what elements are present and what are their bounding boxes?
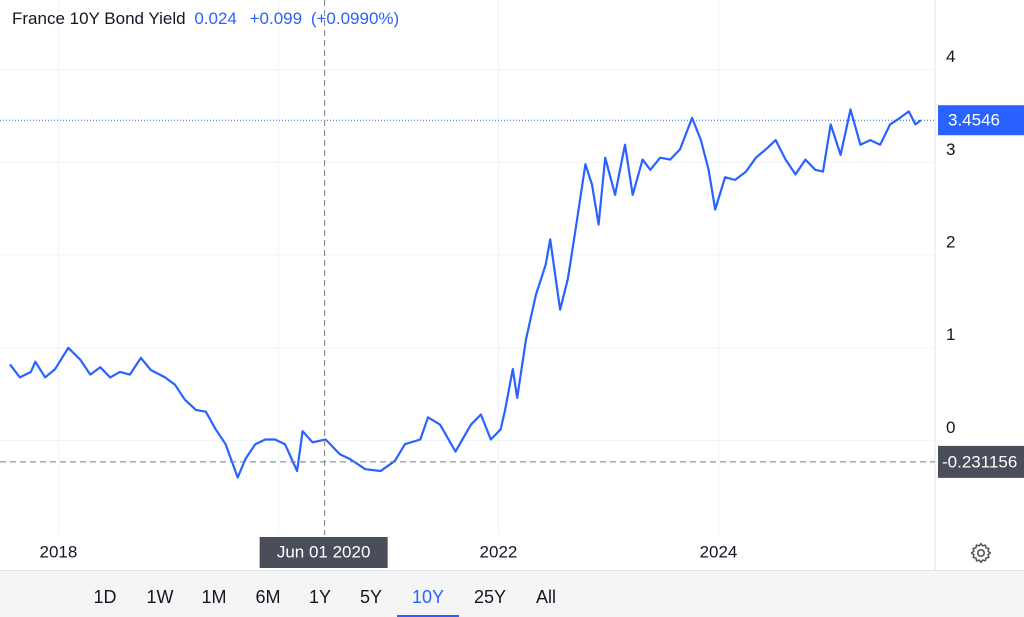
y-tick-label: 2: [946, 233, 955, 252]
change: +0.099: [249, 9, 303, 28]
change-percent: (+0.0990%): [310, 9, 400, 28]
x-tick-label: 2022: [480, 542, 518, 561]
x-tick-label: 2024: [700, 542, 738, 561]
crosshair-y-label: -0.231156: [942, 452, 1017, 471]
price-label-bg: [938, 105, 1024, 136]
range-button[interactable]: All: [535, 587, 557, 607]
y-tick-label: 0: [946, 418, 955, 437]
y-tick-label: 3: [946, 140, 955, 159]
crosshair-y-label-bg: [938, 445, 1024, 478]
crosshair-x-label: Jun 01 2020: [277, 542, 371, 561]
crosshair-x-label-bg: [259, 537, 388, 568]
active-underline: [397, 615, 459, 617]
settings-button[interactable]: [969, 541, 993, 565]
range-button[interactable]: 25Y: [473, 587, 507, 607]
x-tick-label: 2018: [39, 542, 77, 561]
price-label: 3.4546: [948, 111, 1000, 130]
range-bar: 1D 1W 1M 6M 1Y 5Y 10Y 25Y All: [0, 542, 1024, 617]
range-button[interactable]: 10Y: [411, 587, 445, 607]
line-series: [9, 108, 922, 479]
range-button[interactable]: 6M: [255, 587, 281, 607]
chart-title: France 10Y Bond Yield: [12, 9, 186, 28]
range-button[interactable]: 1Y: [308, 587, 332, 607]
range-button[interactable]: 1D: [93, 587, 117, 607]
y-tick-label: 1: [946, 325, 955, 344]
price: 0.024: [194, 9, 237, 28]
range-button[interactable]: 1M: [201, 587, 227, 607]
y-tick-label: 4: [946, 47, 955, 66]
range-button[interactable]: 1W: [146, 587, 174, 607]
header: France 10Y Bond Yield 0.024 +0.099 (+0.0…: [12, 9, 399, 29]
range-button[interactable]: 5Y: [359, 587, 383, 607]
